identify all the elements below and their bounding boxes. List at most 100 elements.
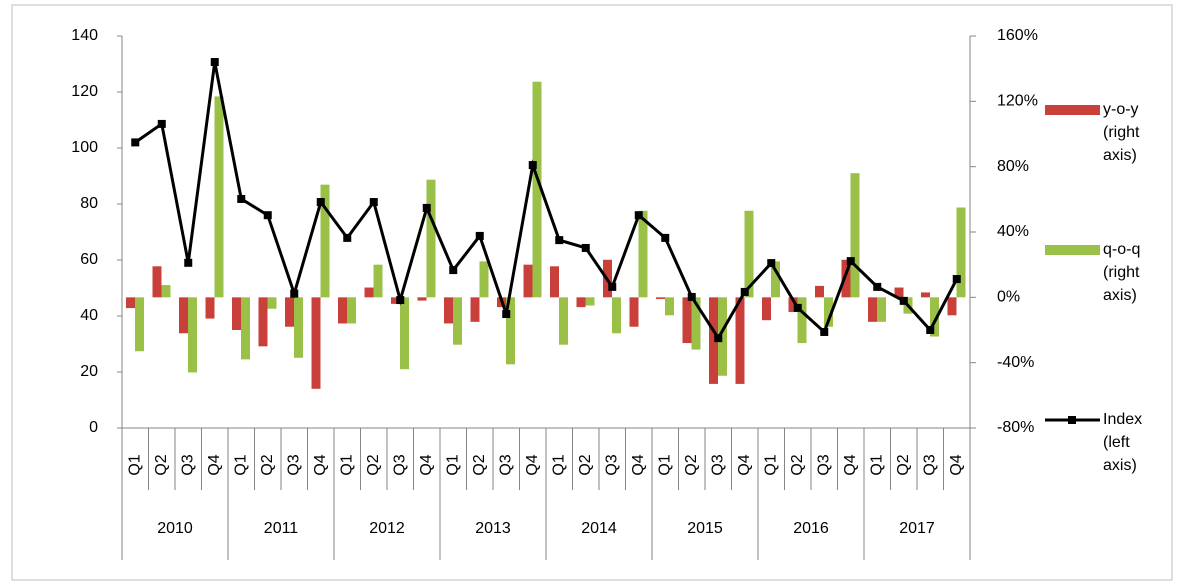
year-label: 2016 [793,520,829,537]
legend-swatch [1045,245,1100,255]
bar [576,297,586,308]
marker [767,259,776,268]
x-tick-label: Q4 [948,454,965,475]
bar [877,297,886,322]
bar [947,297,957,316]
bar [656,297,665,299]
year-label: 2014 [581,520,617,537]
bar [232,297,241,330]
legend-label: Index (left axis) [1103,411,1143,474]
y-tick-label: 80 [80,195,98,212]
marker [369,198,378,207]
marker [316,198,325,207]
bar [691,297,701,350]
marker [263,211,272,220]
marker [528,161,537,170]
marker [449,266,458,275]
bar [735,297,745,384]
x-tick-label: Q2 [471,454,488,475]
bar [850,173,860,298]
marker [184,258,193,267]
marker [740,287,749,296]
bar [188,297,197,373]
bar [320,184,330,298]
bar [135,297,144,352]
marker [343,233,352,242]
marker [210,58,219,67]
bar [841,259,851,298]
marker [555,236,564,245]
marker [581,243,590,252]
bar [241,297,250,360]
legend-swatch [1068,416,1076,424]
bar [364,287,374,298]
marker [899,296,908,305]
bar [453,297,462,345]
year-label: 2013 [475,520,511,537]
bar [629,297,639,327]
x-tick-label: Q2 [789,454,806,475]
bar [824,297,833,327]
bar [347,297,356,324]
marker [608,282,617,291]
bar [585,297,595,306]
chart-frame [11,4,1173,581]
x-tick-label: Q3 [497,454,514,475]
bar [426,179,436,298]
x-tick-label: Q1 [444,454,461,475]
marker [237,194,246,203]
x-tick-label: Q2 [577,454,594,475]
x-tick-label: Q3 [815,454,832,475]
x-tick-label: Q2 [683,454,700,475]
y-tick-label: 140 [71,27,98,44]
marker [157,119,166,128]
bar [956,207,966,298]
bar [470,297,480,322]
y2-tick-label: 120% [997,93,1038,110]
year-label: 2010 [157,520,193,537]
bar [894,287,904,298]
x-tick-label: Q1 [762,454,779,475]
bar [479,261,489,298]
bar [400,297,409,370]
x-tick-label: Q4 [630,454,647,475]
x-tick-label: Q1 [338,454,355,475]
y2-tick-label: 160% [997,27,1038,44]
year-label: 2011 [264,520,299,537]
bar [532,81,542,298]
marker [396,296,405,305]
bar [506,297,515,365]
bar [161,285,171,298]
bar [214,96,224,298]
bar [718,297,727,376]
marker [131,138,140,147]
bar [559,297,568,345]
x-tick-label: Q4 [206,454,223,475]
bar [205,297,215,319]
bar [294,297,303,358]
marker [634,211,643,220]
bar [930,297,939,337]
x-tick-label: Q1 [126,454,143,475]
bar [868,297,877,322]
bar [815,285,824,298]
marker [846,257,855,266]
bar [285,297,294,327]
bar [179,297,188,334]
year-label: 2015 [687,520,723,537]
x-tick-label: Q3 [179,454,196,475]
x-tick-label: Q1 [868,454,885,475]
marker [661,233,670,242]
marker [820,327,829,336]
x-tick-label: Q4 [842,454,859,475]
x-tick-label: Q3 [921,454,938,475]
x-tick-label: Q3 [285,454,302,475]
marker [422,203,431,212]
x-tick-label: Q3 [391,454,408,475]
y2-tick-label: -40% [997,354,1034,371]
x-tick-label: Q3 [603,454,620,475]
year-label: 2017 [899,520,935,537]
bar [612,297,621,334]
bar [744,210,754,298]
